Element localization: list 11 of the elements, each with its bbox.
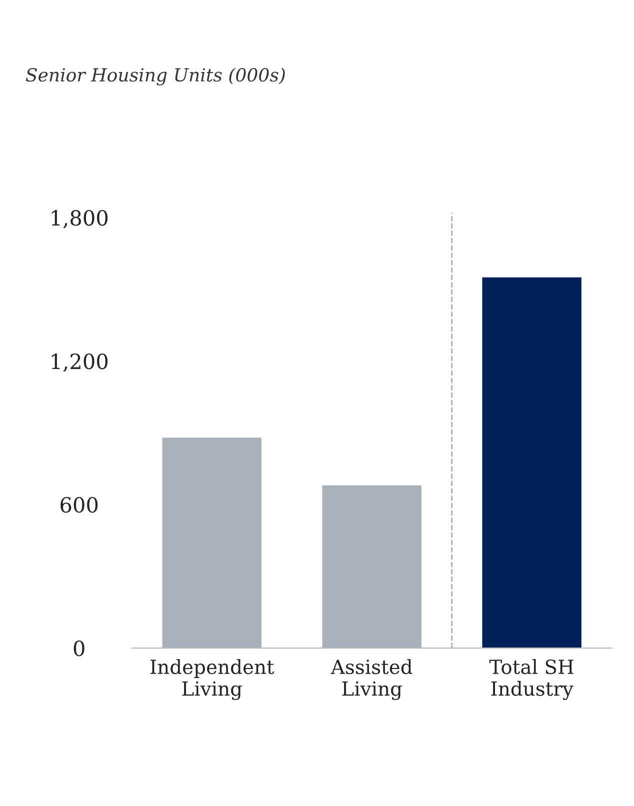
y-tick-label: 1,800 [52, 210, 108, 228]
y-tick-label: 1,200 [52, 354, 108, 372]
y-tick-label: 0 [74, 640, 84, 656]
x-tick-label: Total SH Industry [489, 659, 574, 700]
x-tick-label: Independent Living [150, 659, 274, 700]
bar [482, 277, 582, 648]
y-tick-label: 600 [60, 496, 98, 513]
bar [162, 438, 262, 648]
chart-title: Senior Housing Units (000s) [26, 68, 285, 86]
x-tick-label: Assisted Living [330, 659, 412, 700]
bar [322, 485, 422, 648]
